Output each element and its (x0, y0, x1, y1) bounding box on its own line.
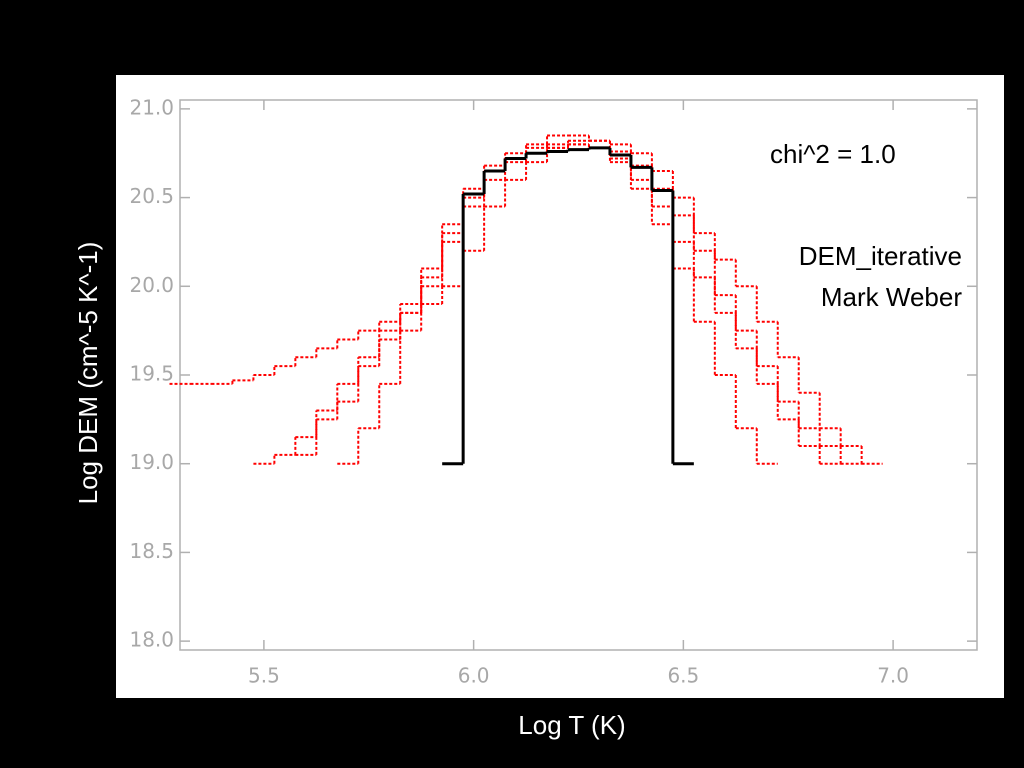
x-tick-label: 7.0 (877, 664, 909, 688)
x-tick-label: 6.5 (667, 664, 699, 688)
annotation: chi^2 = 1.0 (770, 139, 896, 169)
y-tick-label: 18.5 (129, 539, 174, 563)
y-tick-label: 18.0 (129, 628, 174, 652)
y-tick-label: 21.0 (129, 95, 174, 119)
y-tick-label: 19.5 (129, 362, 174, 386)
y-tick-label: 20.0 (129, 273, 174, 297)
annotation: Mark Weber (821, 282, 962, 312)
step-riser (461, 147, 675, 464)
y-axis-label: Log DEM (cm^-5 K^-1) (73, 242, 103, 505)
x-axis-label: Log T (K) (518, 710, 625, 740)
plot-panel (116, 75, 1004, 698)
annotation: DEM_iterative (799, 241, 962, 271)
y-tick-label: 20.5 (129, 184, 174, 208)
x-tick-label: 5.5 (248, 664, 280, 688)
step-riser (231, 140, 863, 464)
x-tick-label: 6.0 (458, 664, 490, 688)
y-tick-label: 19.0 (129, 450, 174, 474)
